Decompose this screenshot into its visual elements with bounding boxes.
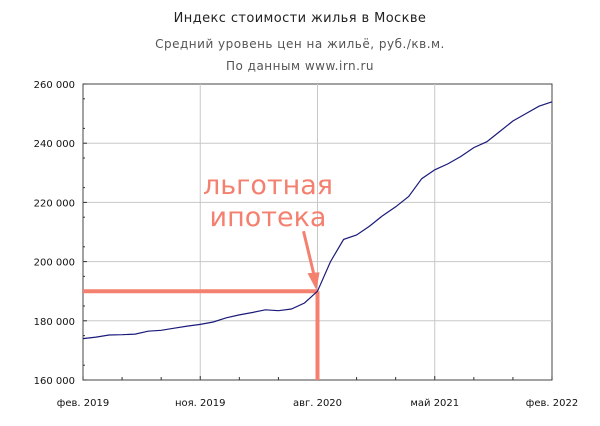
y-tick-label: 260 000 — [34, 80, 75, 91]
x-tick-label: авг. 2020 — [293, 398, 342, 409]
x-tick-label: ноя. 2019 — [175, 398, 225, 409]
chart-title: Индекс стоимости жилья в Москве — [173, 11, 427, 26]
y-tick-label: 220 000 — [34, 198, 75, 209]
annotation-label: льготная — [203, 170, 333, 201]
y-tick-label: 240 000 — [34, 139, 75, 150]
x-tick-label: май 2021 — [410, 398, 459, 409]
chart-subtitle: Средний уровень цен на жильё, руб./кв.м. — [155, 37, 445, 51]
y-tick-label: 180 000 — [34, 317, 75, 328]
price-index-line — [82, 101, 553, 340]
annotation-arrow-head — [307, 272, 320, 291]
x-tick-label: фев. 2019 — [57, 398, 109, 409]
chart-source: По данным www.irn.ru — [225, 59, 375, 73]
y-tick-label: 160 000 — [34, 376, 75, 387]
y-tick-label: 200 000 — [34, 258, 75, 269]
x-tick-label: фев. 2022 — [526, 398, 578, 409]
annotation-label: ипотека — [210, 202, 327, 233]
